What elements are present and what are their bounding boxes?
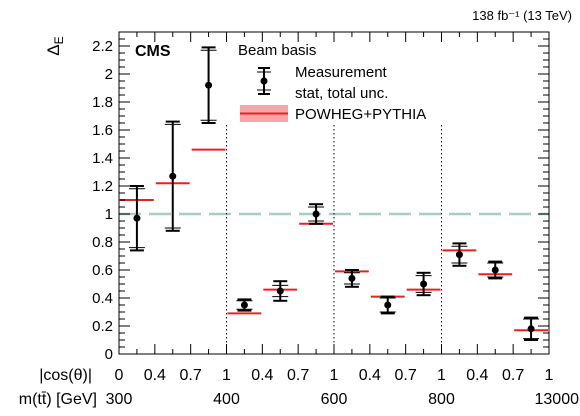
measurement-dot [384, 301, 392, 309]
mass-tick-label: 600 [321, 391, 348, 408]
mass-tick-label: 800 [428, 391, 455, 408]
y-tick-label: 0.6 [92, 262, 113, 279]
measurement-dot [312, 210, 320, 218]
measurement-dot [133, 214, 141, 222]
costheta-tick-label: 0.7 [395, 367, 417, 384]
y-tick-label: 0 [105, 346, 113, 363]
costheta-tick-label: 0 [115, 367, 124, 384]
costheta-tick-label: 0.7 [180, 367, 202, 384]
group-separators [226, 125, 442, 354]
costheta-tick-label: 1 [222, 367, 231, 384]
measurement-point [415, 271, 432, 297]
mass-tick-label: 13000 [535, 391, 580, 408]
measurement-dot [205, 81, 213, 89]
legend: Beam basis Measurement stat, total unc. … [238, 42, 426, 123]
costheta-tick-label: 0.4 [359, 367, 381, 384]
y-tick-label: 1 [105, 206, 113, 223]
costheta-axis-label: |cos(θ)| [39, 367, 92, 384]
lumi-label: 138 fb⁻¹ (13 TeV) [472, 8, 572, 23]
y-tick-label: 1.8 [92, 94, 113, 111]
legend-measurement-label: Measurement [295, 64, 388, 81]
measurement-point [272, 280, 289, 302]
costheta-tick-label: 0.4 [144, 367, 166, 384]
y-axis-label: ΔE [44, 36, 66, 55]
legend-header: Beam basis [238, 42, 316, 59]
mass-axis-label: m(tt̄) [GeV] [19, 391, 97, 408]
legend-unc-label: stat, total unc. [295, 85, 388, 102]
costheta-tick-label: 0.4 [466, 367, 488, 384]
measurement-dot [527, 325, 535, 333]
plot-area: 00.20.40.60.811.21.41.61.822.2 0 0.4 0.7 1 0… [19, 31, 579, 408]
measurement-dot [276, 287, 284, 295]
measurement-dot [491, 266, 499, 274]
measurement-point [343, 269, 360, 288]
measurement-point [379, 295, 396, 315]
prediction-markers [120, 148, 548, 332]
y-tick-label: 0.2 [92, 318, 113, 335]
y-tick-label: 2.2 [92, 38, 113, 55]
costheta-tick-label: 0.4 [251, 367, 273, 384]
y-tick-label: 0.8 [92, 234, 113, 251]
y-tick-label: 2 [105, 66, 113, 83]
measurement-point [308, 203, 325, 225]
measurement-dot [455, 251, 463, 259]
measurement-dot [420, 280, 428, 288]
legend-prediction-label: POWHEG+PYTHIA [295, 106, 426, 123]
legend-measurement-symbol [257, 67, 271, 95]
x-axis-mass: 300 400 600 800 13000 m(tt̄) [GeV] [19, 391, 579, 408]
costheta-tick-label: 1 [437, 367, 446, 384]
x-axis-costheta: 0 0.4 0.7 1 0.4 0.7 1 0.4 0.7 1 0.4 0.7 1 |cos(θ)| [39, 32, 554, 384]
measurement-point [487, 260, 504, 280]
y-tick-label: 1.4 [92, 150, 113, 167]
measurement-dot [169, 172, 177, 180]
measurement-point [523, 316, 540, 341]
mass-tick-label: 400 [213, 391, 240, 408]
cms-label: CMS [135, 43, 171, 60]
measurement-point [236, 298, 253, 312]
costheta-tick-label: 0.7 [502, 367, 524, 384]
measurement-markers [128, 46, 540, 341]
mass-tick-label: 300 [106, 391, 133, 408]
y-tick-label: 1.2 [92, 178, 113, 195]
measurement-point [164, 120, 181, 232]
costheta-tick-label: 1 [545, 367, 554, 384]
y-tick-label: 0.4 [92, 290, 113, 307]
y-tick-label: 1.6 [92, 122, 113, 139]
measurement-point [128, 185, 145, 252]
measurement-point [451, 242, 468, 267]
measurement-dot [348, 274, 356, 282]
measurement-point [200, 46, 217, 124]
measurement-dot [240, 301, 248, 309]
costheta-tick-label: 0.7 [287, 367, 309, 384]
costheta-tick-label: 1 [330, 367, 339, 384]
y-axis: 0 0.2 0.4 0.6 0.8 1 1.2 1.4 1.6 1.8 2 2.2 [92, 31, 549, 363]
